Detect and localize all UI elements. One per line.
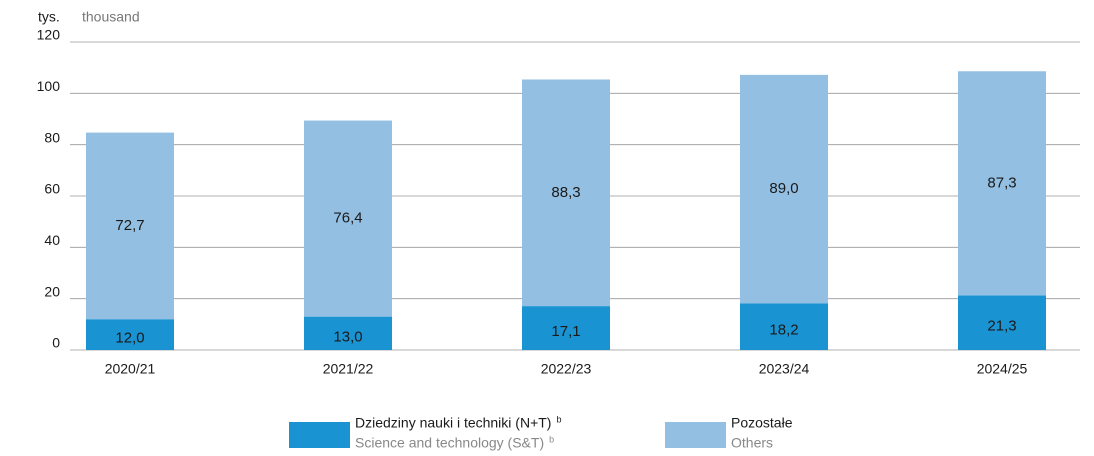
value-label: 12,0 <box>115 330 144 347</box>
value-label: 88,3 <box>551 184 580 201</box>
bar-segment <box>304 316 392 350</box>
legend-label: Pozostałe <box>731 415 793 431</box>
value-label: 13,0 <box>333 328 362 345</box>
legend-label: Dziedziny nauki i techniki (N+T) <box>355 415 551 431</box>
bar-segment <box>740 303 828 350</box>
bar-segment <box>304 120 392 317</box>
bar-segment <box>86 319 174 350</box>
y-tick-label: 80 <box>44 129 60 145</box>
y-tick-label: 40 <box>44 232 60 248</box>
x-tick-label: 2024/25 <box>977 361 1028 377</box>
legend-note: b <box>556 414 561 424</box>
bar-segment <box>958 71 1046 296</box>
x-tick-label: 2023/24 <box>759 361 810 377</box>
bar-segment <box>522 79 610 307</box>
y-tick-label: 100 <box>37 78 61 94</box>
y-tick-label: 0 <box>52 335 60 351</box>
x-tick-label: 2020/21 <box>105 361 156 377</box>
legend-note: b <box>549 434 554 444</box>
legend-label-en: Science and technology (S&T) <box>355 435 544 451</box>
x-tick-label: 2021/22 <box>323 361 374 377</box>
y-unit-en: thousand <box>82 9 140 25</box>
y-tick-label: 120 <box>37 27 61 43</box>
value-label: 87,3 <box>987 174 1016 191</box>
value-label: 76,4 <box>333 210 362 227</box>
value-label: 17,1 <box>551 323 580 340</box>
value-label: 89,0 <box>769 180 798 197</box>
y-tick-label: 60 <box>44 181 60 197</box>
legend-swatch <box>289 422 350 448</box>
bar-segment <box>86 132 174 320</box>
y-unit: tys. <box>38 9 60 25</box>
legend-swatch <box>665 422 726 448</box>
value-label: 21,3 <box>987 318 1016 335</box>
value-label: 72,7 <box>115 217 144 234</box>
bar-segment <box>522 306 610 350</box>
legend-label-en: Others <box>731 435 773 451</box>
value-label: 18,2 <box>769 322 798 339</box>
x-tick-label: 2022/23 <box>541 361 592 377</box>
y-tick-label: 20 <box>44 283 60 299</box>
bar-segment <box>740 74 828 304</box>
bar-segment <box>958 295 1046 350</box>
